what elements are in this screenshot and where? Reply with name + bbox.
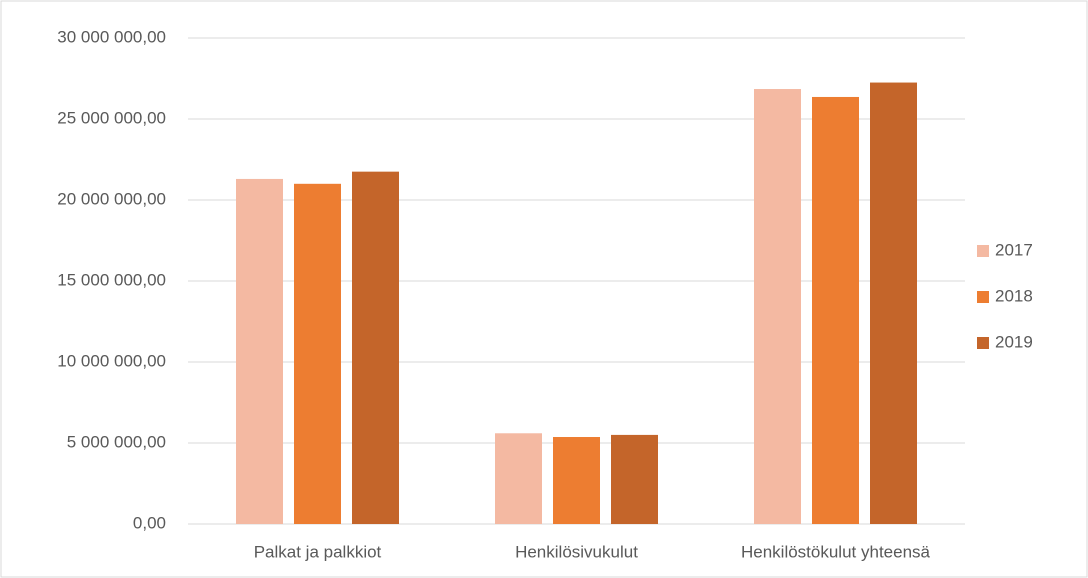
legend-swatch: [977, 337, 989, 349]
bar: [812, 96, 859, 524]
x-tick-label: Palkat ja palkkiot: [254, 542, 382, 561]
y-tick-label: 5 000 000,00: [67, 432, 166, 451]
bar: [294, 183, 341, 525]
legend-swatch: [977, 291, 989, 303]
y-tick-label: 30 000 000,00: [57, 27, 166, 46]
x-tick-label: Henkilöstökulut yhteensä: [741, 542, 931, 561]
bar: [236, 178, 283, 524]
legend-label: 2018: [995, 286, 1033, 305]
bar: [352, 171, 399, 524]
bar: [611, 434, 658, 524]
bar: [495, 433, 542, 524]
legend-label: 2017: [995, 240, 1033, 259]
x-tick-label: Henkilösivukulut: [515, 542, 638, 561]
legend-label: 2019: [995, 332, 1033, 351]
bar: [870, 82, 917, 525]
legend-swatch: [977, 245, 989, 257]
y-tick-label: 20 000 000,00: [57, 189, 166, 208]
y-tick-label: 25 000 000,00: [57, 108, 166, 127]
bar: [754, 89, 801, 524]
bar: [553, 437, 600, 524]
y-tick-label: 15 000 000,00: [57, 270, 166, 289]
y-tick-label: 0,00: [133, 513, 166, 532]
y-tick-label: 10 000 000,00: [57, 351, 166, 370]
